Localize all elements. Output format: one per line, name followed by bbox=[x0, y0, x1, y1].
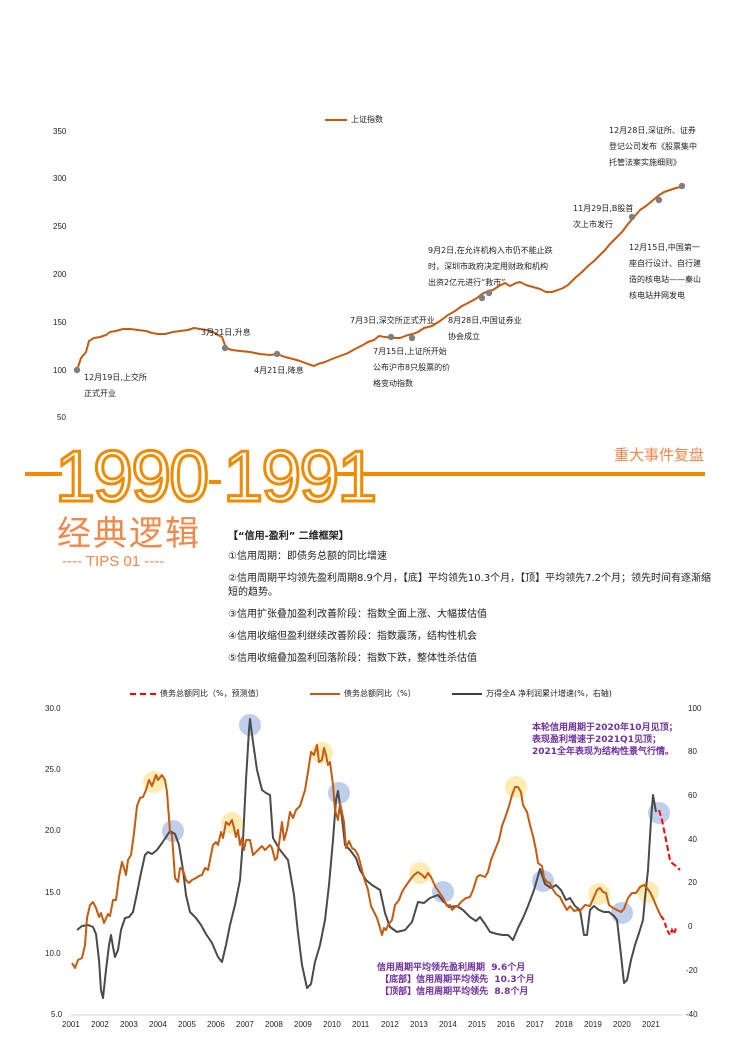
right-tick: -20 bbox=[686, 966, 698, 975]
marker-dot bbox=[408, 334, 416, 342]
x-tick: 2020 bbox=[613, 1020, 631, 1029]
marker-dot bbox=[678, 182, 686, 190]
left-tick: 10.0 bbox=[45, 949, 61, 958]
cycle-note-top: 本轮信用周期于2020年10月见顶； 表现盈利增速于2021Q1见顶； 2021… bbox=[532, 723, 678, 757]
legend-label: 债务总额同比（%） bbox=[344, 689, 416, 698]
x-tick: 2014 bbox=[439, 1020, 457, 1029]
marker-dot bbox=[485, 289, 493, 297]
credit-profit-framework: 【“信用-盈利” 二维框架】 ①信用周期：即债务总额的同比增速 ②信用周期平均领… bbox=[228, 527, 718, 674]
top-legend: 上证指数 bbox=[325, 114, 383, 125]
legend-label: 债务总额同比（%，预测值） bbox=[160, 689, 264, 698]
marker-dot bbox=[221, 344, 229, 352]
framework-point: ②信用周期平均领先盈利周期8.9个月，【底】平均领先10.3个月，【顶】平均领先… bbox=[228, 573, 712, 598]
x-tick: 2011 bbox=[352, 1020, 370, 1029]
framework-heading: 【“信用-盈利” 二维框架】 bbox=[228, 531, 349, 542]
x-tick: 2016 bbox=[497, 1020, 515, 1029]
x-tick: 2009 bbox=[294, 1020, 312, 1029]
annotation-10: 12月15日,中国第一 座自行设计、自行建 造的核电站——秦山 核电站并网发电 bbox=[629, 243, 701, 300]
marker-dot bbox=[273, 350, 281, 358]
year-right: 1991 bbox=[222, 436, 379, 519]
annotation-7: 8月28日,中国证券业 协会成立 bbox=[448, 316, 522, 341]
legend-profit: 万得全A 净利润累计增速(%，右轴) bbox=[452, 688, 612, 699]
right-tick: 0 bbox=[688, 922, 693, 931]
right-tick: 20 bbox=[688, 878, 697, 887]
year-title-bg bbox=[62, 440, 334, 506]
annotation-1: 12月19日,上交所 正式开业 bbox=[84, 373, 147, 398]
divider-line bbox=[25, 472, 705, 476]
right-tick: -40 bbox=[686, 1010, 698, 1019]
y-tick: 150 bbox=[53, 318, 67, 327]
framework-point: ④信用收缩但盈利继续改善阶段：指数震荡，结构性机会 bbox=[228, 631, 477, 642]
annotation-3: 4月21日,降息 bbox=[254, 366, 304, 375]
annotation-6: 9月2日,在允许机构入市仍不能止跌 时，深圳市政府决定用财政和机构 出资2亿元进… bbox=[428, 246, 553, 287]
event-markers bbox=[73, 182, 686, 374]
right-tick: 60 bbox=[688, 791, 697, 800]
x-tick: 2001 bbox=[62, 1020, 80, 1029]
left-tick: 25.0 bbox=[45, 765, 61, 774]
marker-dot bbox=[387, 333, 395, 341]
framework-point: ①信用周期：即债务总额的同比增速 bbox=[228, 551, 387, 562]
x-tick: 2010 bbox=[323, 1020, 341, 1029]
right-tick: 100 bbox=[688, 704, 702, 713]
year-dash bbox=[209, 479, 222, 484]
annotation-4: 7月3日,深交所正式开业 bbox=[350, 316, 435, 325]
y-tick: 100 bbox=[53, 366, 67, 375]
x-tick: 2013 bbox=[410, 1020, 428, 1029]
framework-point: ⑤信用收缩叠加盈利回落阶段：指数下跌，整体性杀估值 bbox=[228, 653, 477, 664]
y-tick: 200 bbox=[53, 270, 67, 279]
x-tick: 2002 bbox=[91, 1020, 109, 1029]
line-icon bbox=[310, 692, 340, 695]
framework-point: ③信用扩张叠加盈利改善阶段：指数全面上涨、大幅拔估值 bbox=[228, 609, 487, 620]
x-tick: 2017 bbox=[526, 1020, 544, 1029]
marker-dot bbox=[478, 294, 486, 302]
x-tick: 2006 bbox=[207, 1020, 225, 1029]
x-tick: 2018 bbox=[555, 1020, 573, 1029]
x-tick: 2005 bbox=[178, 1020, 196, 1029]
x-tick: 2015 bbox=[468, 1020, 486, 1029]
x-tick: 2004 bbox=[149, 1020, 167, 1029]
shanghai-index-line bbox=[73, 182, 686, 374]
event-review-title: 重大事件复盘 bbox=[614, 446, 705, 464]
x-tick: 2012 bbox=[381, 1020, 399, 1029]
right-tick: 40 bbox=[688, 835, 697, 844]
x-tick: 2019 bbox=[584, 1020, 602, 1029]
annotation-5: 7月15日,上证所开始 公布沪市8只股票的价 格变动指数 bbox=[373, 347, 451, 388]
annotation-9: 12月28日,深证所、证券 登记公司发布《股票集中 托管法案实施细则》 bbox=[609, 126, 697, 167]
left-tick: 30.0 bbox=[45, 704, 61, 713]
tips-label: ---- TIPS 01 ---- bbox=[62, 553, 165, 570]
x-tick: 2007 bbox=[236, 1020, 254, 1029]
year-left: 1990 bbox=[53, 436, 210, 519]
marker-dot bbox=[73, 366, 81, 374]
x-tick: 2021 bbox=[642, 1020, 660, 1029]
y-tick: 350 bbox=[53, 127, 67, 136]
legend-debt: 债务总额同比（%） bbox=[310, 688, 416, 699]
legend-line-icon bbox=[325, 118, 347, 121]
x-tick: 2008 bbox=[265, 1020, 283, 1029]
annotation-2: 3月21日,升息 bbox=[201, 328, 251, 337]
marker-dot bbox=[628, 213, 636, 221]
dashed-line-icon bbox=[130, 692, 156, 695]
classic-logic-title: 经典逻辑 bbox=[57, 514, 201, 554]
legend-forecast: 债务总额同比（%，预测值） bbox=[130, 688, 264, 699]
year-title: 1990 1991 bbox=[53, 436, 379, 519]
legend-label: 万得全A 净利润累计增速(%，右轴) bbox=[486, 689, 612, 698]
legend-label: 上证指数 bbox=[351, 115, 383, 124]
line-icon bbox=[452, 692, 482, 695]
y-tick: 250 bbox=[53, 222, 67, 231]
right-tick: 80 bbox=[688, 747, 697, 756]
annotation-8: 11月29日,B股首 次上市发行 bbox=[573, 204, 634, 229]
y-tick: 50 bbox=[57, 413, 66, 422]
marker-dot bbox=[655, 196, 663, 204]
x-tick: 2003 bbox=[120, 1020, 138, 1029]
cycle-note-bottom: 信用周期平均领先盈利周期 9.6个月 【底部】信用周期平均领先 10.3个月 【… bbox=[377, 963, 535, 997]
y-tick: 300 bbox=[53, 174, 67, 183]
left-tick: 5.0 bbox=[51, 1010, 63, 1019]
left-tick: 20.0 bbox=[45, 826, 61, 835]
left-tick: 15.0 bbox=[45, 888, 61, 897]
